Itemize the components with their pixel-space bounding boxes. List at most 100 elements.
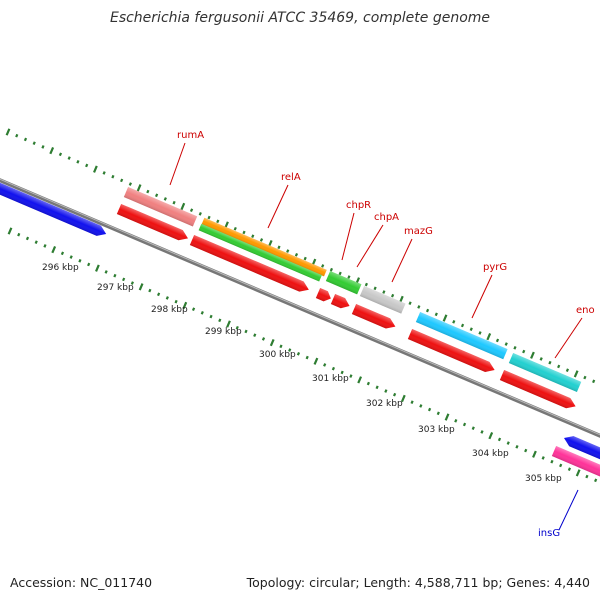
inner-tick bbox=[454, 418, 458, 423]
inner-tick bbox=[130, 281, 134, 285]
inner-tick bbox=[524, 448, 528, 453]
genome-backbone-highlight bbox=[0, 178, 600, 436]
outer-tick bbox=[242, 230, 246, 235]
outer-tick bbox=[23, 137, 28, 142]
gene-red-4 bbox=[330, 293, 350, 309]
inner-tick bbox=[313, 357, 319, 365]
outer-tick bbox=[460, 323, 465, 328]
outer-tick bbox=[277, 245, 281, 250]
gene-label-relA: relA bbox=[281, 172, 301, 183]
gene-red-1 bbox=[116, 203, 189, 241]
gene-label-mazG: mazG bbox=[404, 226, 433, 237]
gene-red-7 bbox=[499, 369, 576, 409]
inner-tick bbox=[471, 426, 475, 431]
inner-tick bbox=[104, 270, 108, 274]
outer-tick bbox=[49, 146, 55, 155]
leader-line-chpA bbox=[356, 224, 384, 268]
outer-tick bbox=[5, 128, 11, 136]
outer-tick bbox=[425, 308, 430, 313]
outer-tick bbox=[522, 349, 526, 354]
outer-tick bbox=[565, 368, 570, 372]
outer-tick bbox=[573, 370, 579, 378]
inner-tick bbox=[87, 262, 91, 267]
inner-tick bbox=[95, 264, 100, 272]
inner-tick bbox=[191, 307, 196, 311]
inner-tick bbox=[138, 283, 144, 291]
inner-tick bbox=[209, 314, 213, 319]
inner-tick bbox=[253, 333, 257, 338]
outer-tick bbox=[592, 379, 596, 384]
outer-tick bbox=[478, 331, 482, 335]
gene-relA-orange bbox=[201, 217, 327, 277]
outer-tick bbox=[442, 314, 448, 322]
gene-red-3 bbox=[315, 287, 331, 302]
inner-tick bbox=[559, 463, 563, 468]
outer-tick bbox=[321, 264, 325, 268]
outer-tick bbox=[136, 184, 142, 192]
inner-tick bbox=[288, 348, 292, 352]
scale-label: 304 kbp bbox=[472, 449, 509, 459]
outer-tick bbox=[583, 375, 587, 380]
inner-tick bbox=[7, 227, 13, 235]
outer-tick bbox=[495, 338, 500, 343]
inner-tick bbox=[69, 255, 73, 259]
outer-tick bbox=[85, 163, 89, 168]
inner-tick bbox=[594, 478, 598, 483]
inner-tick bbox=[269, 338, 275, 347]
inner-tick bbox=[279, 344, 283, 349]
outer-tick bbox=[294, 252, 299, 257]
outer-tick bbox=[513, 346, 517, 350]
inner-tick bbox=[567, 467, 572, 471]
outer-tick bbox=[364, 282, 368, 287]
outer-tick bbox=[67, 156, 71, 160]
inner-tick bbox=[506, 441, 510, 445]
inner-tick bbox=[148, 288, 152, 293]
label-leader-lines bbox=[169, 142, 583, 531]
outer-tick bbox=[259, 238, 264, 242]
outer-tick bbox=[382, 290, 386, 294]
gene-label-eno: eno bbox=[576, 305, 595, 316]
gene-label-insG: insG bbox=[538, 528, 560, 539]
inner-tick bbox=[393, 392, 397, 397]
outer-tick bbox=[548, 360, 552, 365]
scale-label: 300 kbp bbox=[259, 350, 296, 360]
inner-tick bbox=[323, 363, 327, 367]
inner-tick bbox=[226, 320, 231, 328]
inner-tick bbox=[550, 459, 554, 464]
inner-tick bbox=[200, 311, 204, 315]
gene-insG-magenta bbox=[551, 445, 600, 480]
gene-blue-right bbox=[564, 436, 600, 463]
inner-tick bbox=[122, 277, 126, 282]
inner-tick bbox=[43, 244, 47, 248]
inner-tick bbox=[296, 351, 301, 356]
gene-blue-left bbox=[0, 170, 107, 236]
outer-tick bbox=[172, 200, 176, 205]
inner-tick bbox=[60, 251, 65, 256]
scale-label: 298 kbp bbox=[151, 305, 188, 315]
inner-tick bbox=[400, 394, 406, 403]
scale-label: 303 kbp bbox=[418, 425, 455, 435]
outer-tick bbox=[102, 171, 106, 175]
outer-tick bbox=[504, 342, 508, 346]
inner-tick bbox=[515, 445, 519, 449]
genome-backbone bbox=[0, 178, 600, 438]
outer-tick bbox=[120, 178, 124, 183]
leader-line-rumA bbox=[169, 142, 186, 186]
gene-label-chpA: chpA bbox=[374, 212, 399, 223]
gene-red-5 bbox=[351, 303, 396, 329]
outer-tick-row bbox=[5, 128, 596, 384]
scale-label: 302 kbp bbox=[366, 399, 403, 409]
outer-tick bbox=[329, 267, 334, 272]
inner-tick bbox=[305, 355, 309, 360]
outer-tick bbox=[391, 293, 395, 298]
inner-tick bbox=[375, 385, 379, 390]
inner-tick bbox=[410, 400, 414, 404]
gene-relA-green bbox=[198, 223, 322, 282]
outer-tick bbox=[233, 226, 237, 231]
gene-pyrG-sky bbox=[415, 311, 508, 360]
leader-line-pyrG bbox=[471, 274, 493, 319]
inner-tick bbox=[78, 258, 82, 263]
outer-tick bbox=[486, 333, 492, 341]
inner-tick bbox=[244, 329, 248, 334]
outer-tick bbox=[557, 364, 561, 369]
